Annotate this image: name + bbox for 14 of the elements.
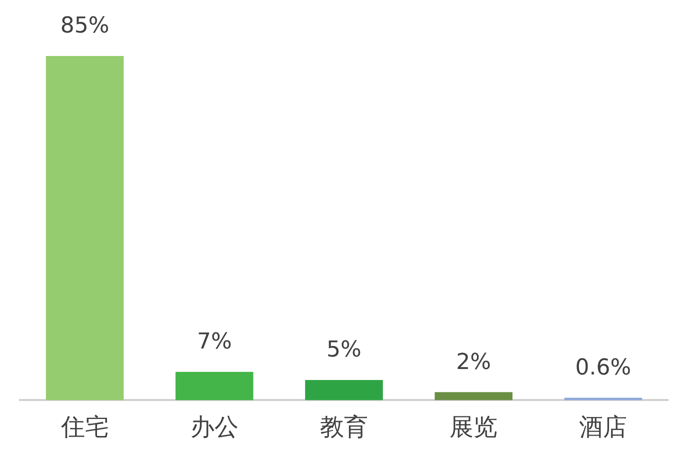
x-tick-label: 展览 xyxy=(450,412,498,441)
bar xyxy=(176,372,254,400)
data-label: 5% xyxy=(326,338,362,363)
data-label: 2% xyxy=(456,350,492,375)
data-label: 85% xyxy=(60,14,110,39)
x-tick-label: 酒店 xyxy=(579,412,628,441)
data-label: 7% xyxy=(196,330,232,355)
bar xyxy=(305,380,383,400)
x-tick-label: 住宅 xyxy=(60,412,109,441)
bar xyxy=(46,56,124,400)
x-tick-label: 教育 xyxy=(320,412,368,441)
bar xyxy=(434,392,512,400)
x-tick-label: 办公 xyxy=(190,412,238,441)
data-label: 0.6% xyxy=(575,355,632,380)
